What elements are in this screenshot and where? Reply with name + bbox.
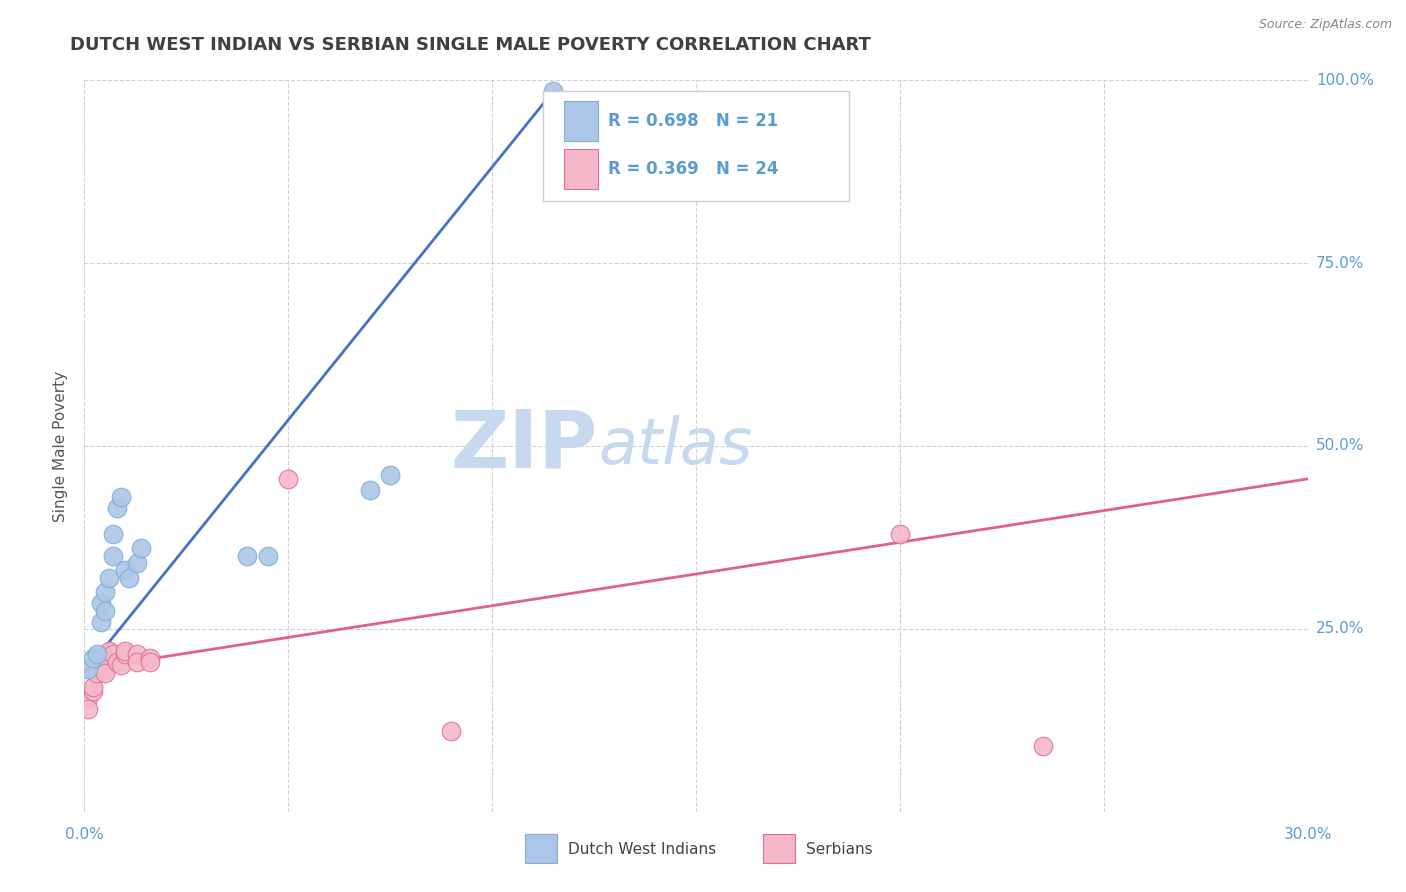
Point: [105, 655, 128, 669]
FancyBboxPatch shape: [524, 834, 557, 863]
FancyBboxPatch shape: [763, 834, 794, 863]
Point: [380, 468, 402, 483]
Point: [93, 603, 115, 617]
Point: [236, 549, 259, 563]
FancyBboxPatch shape: [564, 149, 598, 189]
Point: [93, 665, 115, 680]
Point: [86, 662, 108, 676]
Point: [97, 571, 120, 585]
Point: [1032, 739, 1054, 753]
Point: [118, 571, 141, 585]
Point: [110, 658, 132, 673]
Text: 30.0%: 30.0%: [1284, 828, 1331, 843]
Point: [543, 84, 565, 98]
Point: [131, 541, 153, 556]
Point: [114, 563, 136, 577]
Point: [90, 596, 112, 610]
Point: [86, 665, 108, 680]
FancyBboxPatch shape: [564, 101, 598, 141]
Text: Dutch West Indians: Dutch West Indians: [568, 842, 716, 857]
Point: [82, 651, 104, 665]
Point: [127, 648, 149, 662]
Point: [82, 681, 104, 695]
Point: [114, 648, 136, 662]
Point: [93, 662, 115, 676]
Text: 75.0%: 75.0%: [1316, 256, 1364, 270]
Point: [101, 549, 124, 563]
Point: [138, 651, 160, 665]
Point: [93, 585, 115, 599]
Text: ZIP: ZIP: [451, 407, 598, 485]
Point: [82, 684, 104, 698]
Point: [114, 644, 136, 658]
Point: [257, 549, 280, 563]
Point: [127, 556, 149, 570]
Text: Source: ZipAtlas.com: Source: ZipAtlas.com: [1258, 18, 1392, 31]
Text: R = 0.698   N = 21: R = 0.698 N = 21: [607, 112, 778, 130]
Text: DUTCH WEST INDIAN VS SERBIAN SINGLE MALE POVERTY CORRELATION CHART: DUTCH WEST INDIAN VS SERBIAN SINGLE MALE…: [70, 36, 872, 54]
Y-axis label: Single Male Poverty: Single Male Poverty: [53, 370, 69, 522]
Point: [77, 662, 100, 676]
Text: 25.0%: 25.0%: [1316, 622, 1364, 636]
Point: [77, 702, 100, 716]
Point: [77, 691, 100, 706]
Point: [90, 651, 112, 665]
Text: Serbians: Serbians: [806, 842, 873, 857]
Point: [110, 490, 132, 504]
Point: [97, 644, 120, 658]
Point: [90, 615, 112, 629]
Point: [101, 526, 124, 541]
Text: 0.0%: 0.0%: [65, 828, 104, 843]
Point: [889, 526, 911, 541]
Text: 100.0%: 100.0%: [1316, 73, 1374, 87]
Text: R = 0.369   N = 24: R = 0.369 N = 24: [607, 160, 779, 178]
Point: [101, 648, 124, 662]
Point: [105, 501, 128, 516]
Text: 50.0%: 50.0%: [1316, 439, 1364, 453]
Point: [440, 724, 463, 739]
Point: [359, 483, 381, 497]
Point: [127, 655, 149, 669]
FancyBboxPatch shape: [543, 91, 849, 201]
Point: [86, 648, 108, 662]
Point: [90, 655, 112, 669]
Text: atlas: atlas: [598, 415, 752, 477]
Point: [138, 655, 160, 669]
Point: [277, 472, 299, 486]
